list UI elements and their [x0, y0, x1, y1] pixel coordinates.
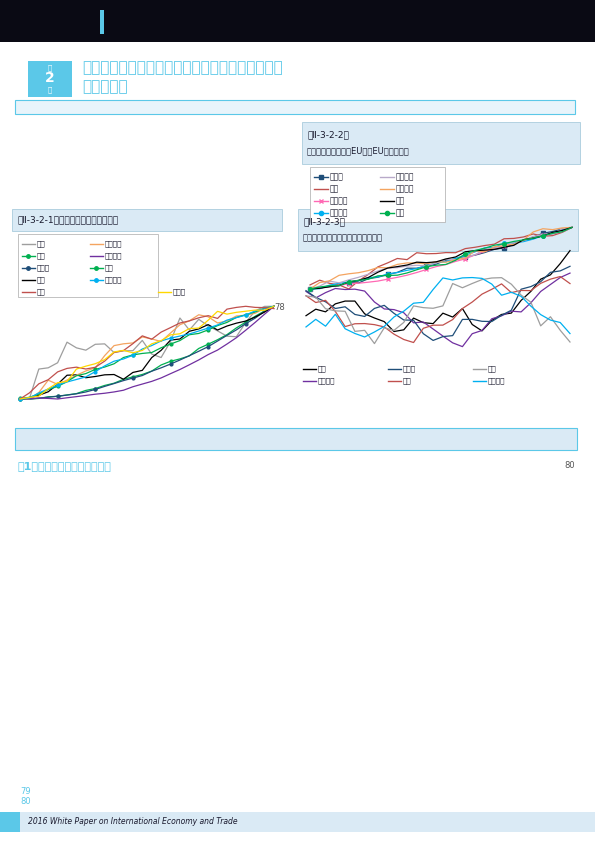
Bar: [100, 10, 104, 34]
Text: フランス: フランス: [105, 253, 123, 259]
Bar: [310, 167, 445, 222]
Bar: [15, 428, 577, 450]
Text: 英国: 英国: [37, 289, 46, 296]
Text: ロシア: ロシア: [173, 289, 186, 296]
Text: 韓国: 韓国: [105, 264, 114, 271]
Bar: [302, 122, 580, 164]
Text: 80: 80: [565, 461, 575, 471]
Text: 中国: 中国: [37, 241, 46, 248]
Text: 英国: 英国: [330, 184, 339, 194]
Text: 第Ⅱ-3-2-1図　輸出上位国の輸出推移: 第Ⅱ-3-2-1図 輸出上位国の輸出推移: [17, 216, 118, 225]
Text: ドイツをはじめとする地域産業・地域輸出拡大の: ドイツをはじめとする地域産業・地域輸出拡大の: [82, 61, 283, 76]
Text: オランダ: オランダ: [396, 184, 415, 194]
Bar: [0, 812, 20, 832]
Text: 米国: 米国: [37, 253, 46, 259]
Bar: [0, 0, 595, 42]
Text: 2016 White Paper on International Economy and Trade: 2016 White Paper on International Econom…: [28, 818, 237, 827]
Text: イタリア: イタリア: [105, 277, 123, 283]
Text: 米国: 米国: [396, 209, 405, 217]
Text: フランス: フランス: [318, 378, 336, 384]
Text: イタリア: イタリア: [330, 209, 349, 217]
Text: フランス: フランス: [396, 173, 415, 182]
Text: 主要国の実質実効為替レートの推移: 主要国の実質実効為替レートの推移: [303, 233, 383, 242]
Bar: [0, 812, 595, 832]
Text: （1）ドイツの雇用と地域格差: （1）ドイツの雇用と地域格差: [18, 461, 112, 471]
Text: 79: 79: [20, 787, 30, 797]
Text: ドイツ: ドイツ: [330, 173, 344, 182]
Bar: [12, 209, 282, 231]
Text: 英国: 英国: [403, 378, 412, 384]
Text: 2: 2: [45, 72, 55, 85]
Bar: [28, 61, 72, 97]
Text: ドイツ: ドイツ: [403, 365, 416, 372]
Text: 主要国の輸出推移（EUは非EU向けのみ）: 主要国の輸出推移（EUは非EU向けのみ）: [307, 147, 410, 156]
Text: 日本: 日本: [318, 365, 327, 372]
Text: 日本: 日本: [37, 277, 46, 283]
Text: 節: 節: [48, 87, 52, 93]
Bar: [18, 234, 158, 297]
Text: 日本: 日本: [396, 196, 405, 205]
Bar: [298, 209, 578, 251]
Text: オランダ: オランダ: [105, 241, 123, 248]
Bar: [15, 100, 575, 114]
Text: 米国: 米国: [488, 365, 497, 372]
Text: 78: 78: [275, 302, 286, 312]
Text: イタリア: イタリア: [488, 378, 506, 384]
Text: スペイン: スペイン: [330, 196, 349, 205]
Text: 80: 80: [20, 797, 30, 807]
Text: 第: 第: [48, 64, 52, 71]
Text: 要因・要素: 要因・要素: [82, 79, 127, 94]
Text: 第Ⅱ-3-2-3図: 第Ⅱ-3-2-3図: [303, 217, 345, 226]
Text: 第Ⅱ-3-2-2図: 第Ⅱ-3-2-2図: [307, 131, 349, 140]
Text: ドイツ: ドイツ: [37, 264, 50, 271]
